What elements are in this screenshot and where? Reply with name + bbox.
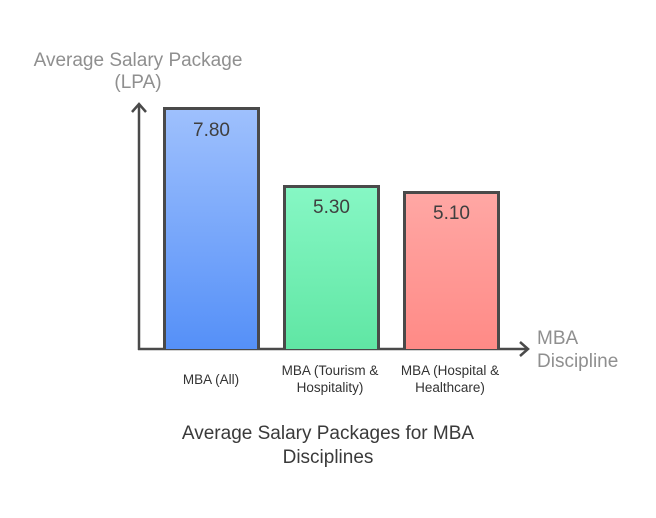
category-label-mba-hospital: MBA (Hospital & Healthcare)	[385, 362, 515, 396]
bar-mba-tourism-hospitality: 5.30	[283, 185, 380, 349]
y-axis-arrow-icon	[131, 102, 147, 113]
x-axis-label-line2: Discipline	[537, 351, 619, 372]
chart-title-line2: Disciplines	[282, 447, 374, 468]
y-axis-label-line1: Average Salary Package	[33, 50, 243, 71]
x-axis-arrow-icon	[519, 341, 530, 357]
chart-title: Average Salary Packages for MBA Discipli…	[128, 422, 528, 470]
category-label-mba-tourism: MBA (Tourism & Hospitality)	[265, 362, 395, 396]
category-label-line: MBA (Hospital &	[400, 363, 500, 378]
y-axis-label: Average Salary Package (LPA)	[20, 50, 256, 94]
category-label-line: MBA (All)	[182, 372, 240, 387]
y-axis-label-line2: (LPA)	[114, 72, 162, 93]
bar-value-label: 7.80	[193, 120, 230, 141]
category-label-line: Healthcare)	[415, 380, 485, 395]
bar-value-label: 5.30	[313, 197, 350, 218]
bar-value-label: 5.10	[433, 203, 470, 224]
x-axis-label: MBA Discipline	[537, 327, 618, 373]
category-label-line: Hospitality)	[296, 380, 364, 395]
category-label-mba-all: MBA (All)	[146, 371, 276, 388]
bar-mba-hospital-healthcare: 5.10	[403, 191, 500, 349]
x-axis-label-line1: MBA	[537, 328, 579, 349]
category-label-line: MBA (Tourism &	[281, 363, 379, 378]
bar-mba-all: 7.80	[163, 107, 260, 349]
chart-title-line1: Average Salary Packages for MBA	[181, 423, 475, 444]
